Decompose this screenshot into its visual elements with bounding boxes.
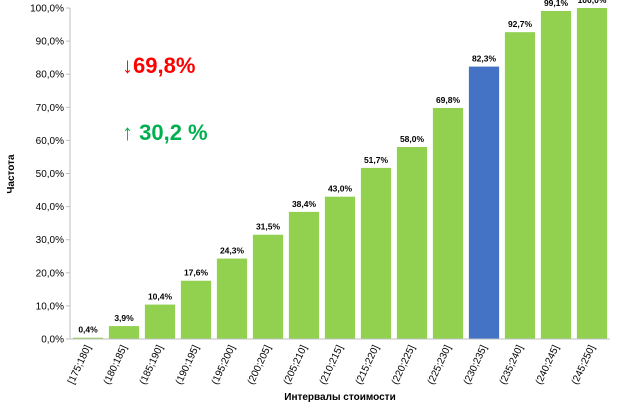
bar (72, 337, 104, 339)
bar (504, 32, 536, 340)
x-tick-label: (220;225] (390, 343, 418, 386)
x-tick-label: [175;180] (66, 343, 94, 386)
value-label: 24,3% (220, 246, 245, 256)
value-label: 0,4% (78, 325, 98, 335)
value-label: 69,8% (436, 95, 461, 105)
x-tick-label: (180;185] (102, 343, 130, 386)
value-label: 17,6% (184, 268, 209, 278)
value-label: 82,3% (472, 54, 497, 64)
y-tick-label: 60,0% (36, 136, 64, 147)
bar (468, 66, 500, 339)
value-label: 99,1% (544, 0, 569, 8)
bar (324, 196, 356, 339)
x-tick-label: (245;250] (570, 343, 598, 386)
value-label: 3,9% (114, 313, 134, 323)
bar (144, 304, 176, 339)
bar (360, 167, 392, 339)
y-axis-title: Частота (6, 154, 17, 194)
bar (180, 280, 212, 339)
bar (432, 107, 464, 339)
y-tick-label: 30,0% (36, 235, 64, 246)
value-label: 51,7% (364, 155, 389, 165)
value-label: 100,0% (578, 0, 607, 5)
value-label: 10,4% (148, 292, 173, 302)
y-tick-label: 0,0% (41, 335, 64, 346)
value-label: 38,4% (292, 199, 317, 209)
y-tick-label: 10,0% (36, 301, 64, 312)
bar (576, 8, 608, 339)
bar (216, 258, 248, 339)
x-tick-label: (225;230] (426, 343, 454, 386)
bar (252, 234, 284, 339)
value-label: 58,0% (400, 134, 425, 144)
x-tick-label: (200;205] (246, 343, 274, 386)
annotation: ↑ 30,2 % (122, 120, 208, 145)
x-tick-label: (190;195] (174, 343, 202, 386)
y-tick-label: 40,0% (36, 202, 64, 213)
y-tick-label: 50,0% (36, 169, 64, 180)
x-tick-label: (195;200] (210, 343, 238, 386)
y-tick-label: 90,0% (36, 37, 64, 48)
value-label: 92,7% (508, 19, 533, 29)
bar (540, 10, 572, 339)
y-tick-label: 100,0% (30, 4, 64, 15)
y-tick-label: 70,0% (36, 103, 64, 114)
bar (396, 147, 428, 339)
y-tick-label: 80,0% (36, 70, 64, 81)
x-tick-label: (210;215] (318, 343, 346, 386)
x-tick-label: (230;235] (462, 343, 490, 386)
x-axis-title: Интервалы стоимости (284, 392, 395, 403)
bar (288, 211, 320, 339)
x-tick-label: (235;240] (498, 343, 526, 386)
value-label: 43,0% (328, 184, 353, 194)
bar (108, 326, 140, 339)
value-label: 31,5% (256, 222, 281, 232)
y-tick-label: 20,0% (36, 268, 64, 279)
x-tick-label: (215;220] (354, 343, 382, 386)
x-tick-label: (185;190] (138, 343, 166, 386)
x-tick-label: (205;210] (282, 343, 310, 386)
x-tick-label: (240;245] (534, 343, 562, 386)
annotation: ↓69,8% (122, 53, 195, 78)
